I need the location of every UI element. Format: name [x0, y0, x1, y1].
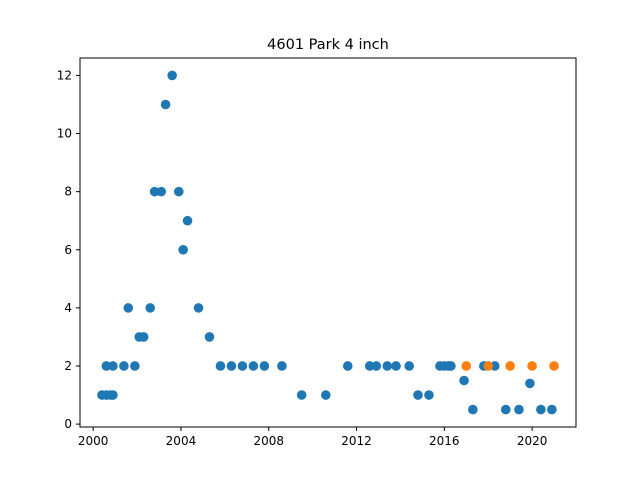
data-point-s1-11 — [138, 332, 149, 342]
data-point-s1-19 — [182, 215, 193, 226]
data-point-s1-45 — [489, 361, 500, 371]
data-point-s1-49 — [536, 404, 546, 415]
x-tick-label-2004: 2004 — [166, 434, 197, 448]
x-tick-label-2012: 2012 — [341, 434, 372, 448]
data-point-s1-6 — [108, 361, 118, 371]
data-point-s1-13 — [149, 186, 160, 197]
y-tick-label-0: 0 — [64, 417, 72, 431]
data-point-s1-7 — [119, 361, 129, 371]
data-point-s1-32 — [371, 361, 382, 371]
x-tick-label-2008: 2008 — [253, 434, 284, 448]
data-point-s1-27 — [277, 361, 287, 371]
data-point-s1-17 — [173, 186, 184, 197]
y-tick-label-6: 6 — [64, 243, 72, 257]
data-point-s1-8 — [123, 303, 134, 313]
axes-frame — [79, 57, 577, 428]
x-tick-label-2016: 2016 — [429, 434, 460, 448]
data-point-s1-42 — [459, 375, 469, 386]
data-point-s1-47 — [514, 404, 524, 415]
data-point-s1-43 — [468, 404, 478, 415]
data-point-s1-37 — [424, 390, 434, 400]
data-point-s1-33 — [382, 361, 393, 371]
data-point-s1-30 — [342, 361, 353, 371]
data-point-s1-20 — [193, 303, 204, 313]
data-point-s2-1 — [461, 361, 472, 371]
data-point-s1-23 — [226, 361, 237, 371]
y-tick-label-4: 4 — [64, 301, 72, 315]
data-point-s1-18 — [178, 244, 188, 255]
data-point-s1-25 — [248, 361, 259, 371]
chart-title: 4601 Park 4 inch — [267, 37, 389, 53]
data-point-s1-26 — [259, 361, 270, 371]
data-point-s1-48 — [525, 378, 535, 389]
data-point-s1-28 — [296, 390, 307, 400]
data-point-s1-15 — [160, 99, 171, 110]
data-point-s1-34 — [391, 361, 401, 371]
y-tick-label-10: 10 — [57, 127, 72, 141]
data-point-s1-50 — [547, 404, 557, 415]
data-point-s2-5 — [549, 361, 559, 371]
data-point-s1-36 — [413, 390, 423, 400]
data-point-s1-4 — [108, 390, 118, 400]
data-point-s1-46 — [500, 404, 511, 415]
data-point-s1-14 — [156, 186, 167, 197]
y-tick-label-8: 8 — [64, 185, 72, 199]
data-point-s1-22 — [215, 361, 226, 371]
y-tick-label-12: 12 — [57, 68, 72, 82]
x-tick-label-2020: 2020 — [517, 434, 548, 448]
data-point-s1-5 — [101, 361, 112, 371]
data-point-s1-35 — [404, 361, 415, 371]
data-point-s1-41 — [446, 361, 456, 371]
x-tick-label-2000: 2000 — [78, 434, 109, 448]
y-tick-label-2: 2 — [64, 359, 72, 373]
data-point-s1-29 — [321, 390, 331, 400]
data-point-s1-12 — [145, 303, 156, 313]
data-point-s2-2 — [483, 361, 494, 371]
data-point-s1-24 — [237, 361, 248, 371]
data-point-s1-9 — [130, 361, 140, 371]
data-point-s1-16 — [167, 70, 177, 81]
data-point-s2-4 — [527, 361, 537, 371]
data-point-s2-3 — [505, 361, 515, 371]
data-point-s1-31 — [364, 361, 375, 371]
data-point-s1-21 — [204, 332, 215, 342]
plot-area: 2000 2004 2008 2012 2016 2020 0 2 4 6 8 10 12 — [57, 57, 577, 448]
